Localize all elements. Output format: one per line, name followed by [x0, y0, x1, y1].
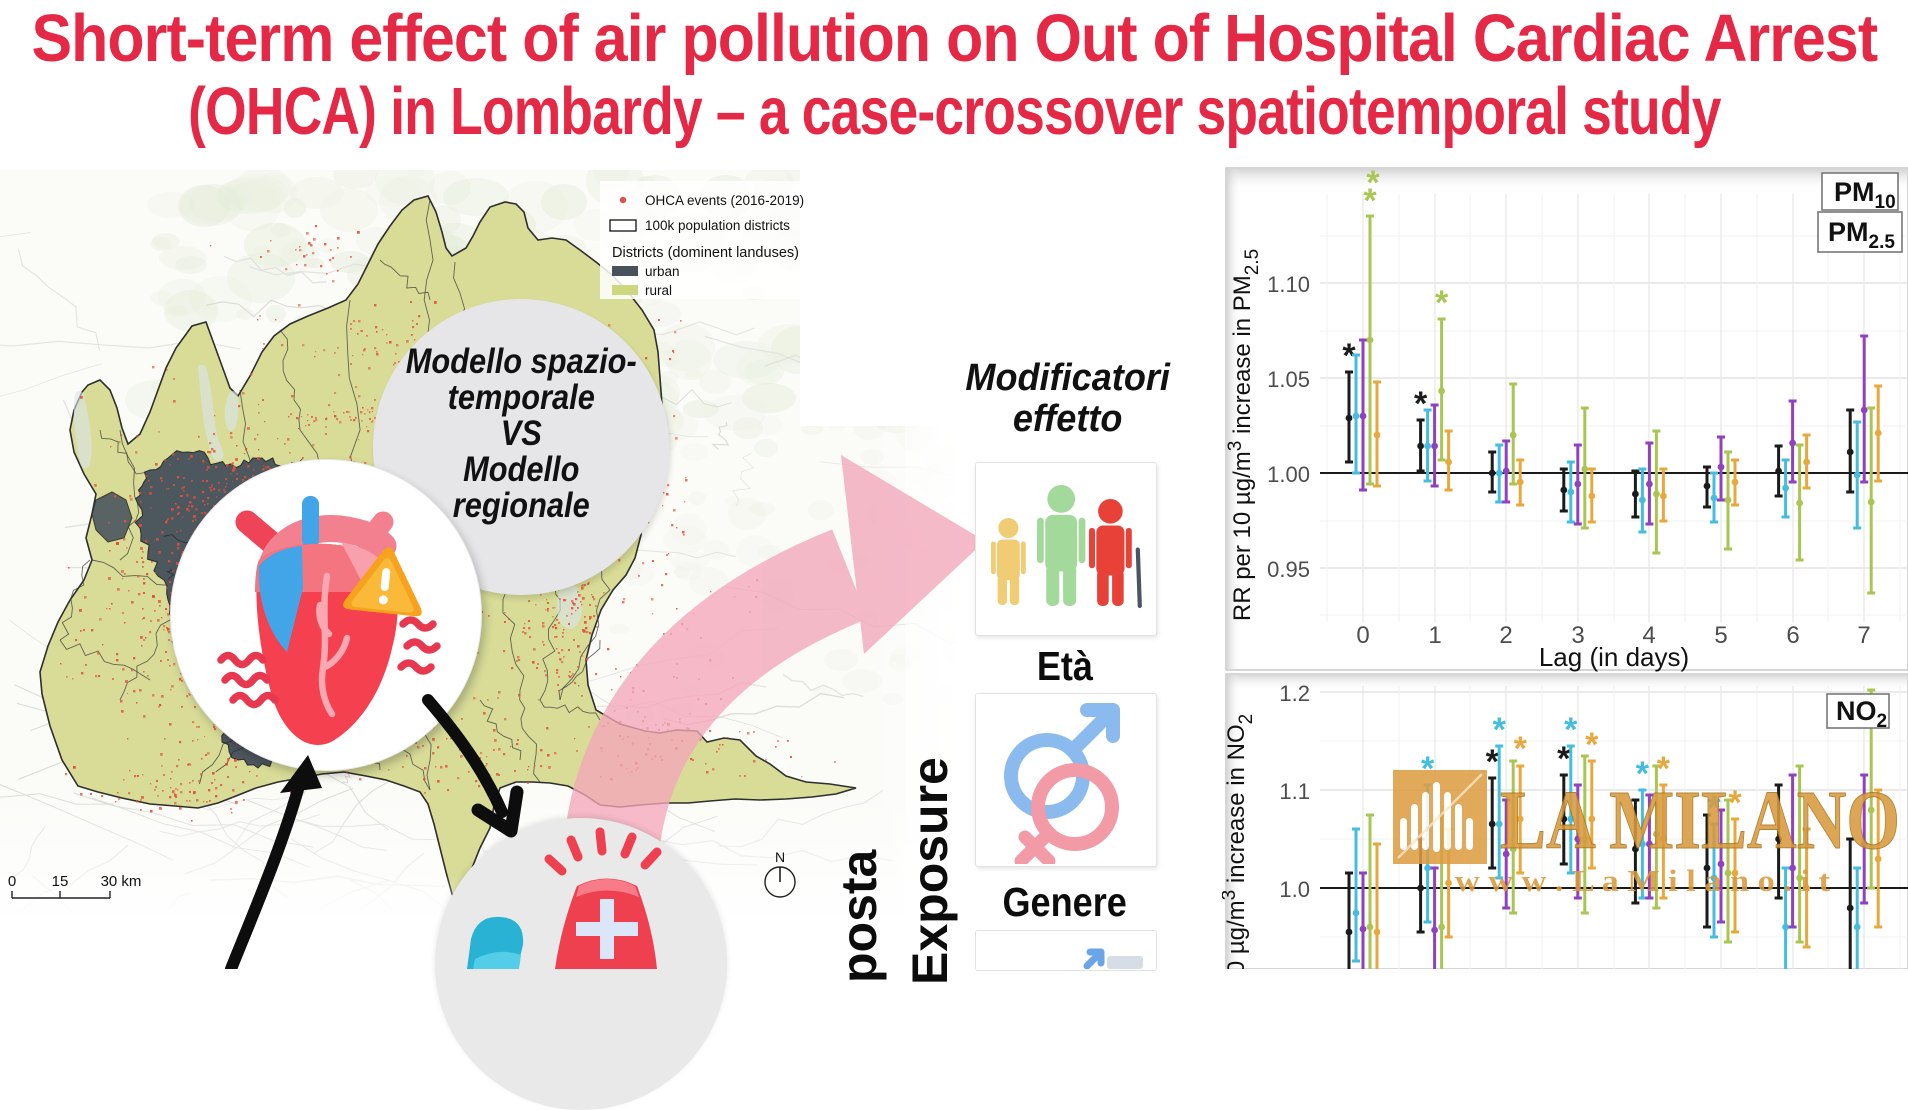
svg-text:1.0: 1.0 — [1279, 877, 1310, 902]
svg-text:2: 2 — [1499, 622, 1512, 649]
svg-text:*: * — [1366, 164, 1380, 202]
svg-text:urban: urban — [645, 264, 680, 279]
svg-text:N: N — [775, 849, 785, 865]
svg-text:LA MILANO: LA MILANO — [1500, 774, 1900, 867]
svg-text:1.05: 1.05 — [1267, 367, 1310, 392]
svg-text:4: 4 — [1642, 622, 1655, 649]
svg-text:1.1: 1.1 — [1279, 779, 1310, 804]
svg-text:*: * — [1636, 755, 1650, 793]
svg-text:*: * — [1557, 740, 1571, 778]
svg-text:100k population districts: 100k population districts — [645, 218, 790, 233]
svg-text:1.00: 1.00 — [1267, 462, 1310, 487]
svg-text:*: * — [1728, 784, 1742, 822]
svg-text:*: * — [1486, 743, 1500, 781]
svg-text:0.95: 0.95 — [1267, 557, 1310, 582]
svg-text:5: 5 — [1714, 622, 1727, 649]
svg-text:OHCA events (2016-2019): OHCA events (2016-2019) — [645, 193, 804, 208]
svg-text:Districts (dominent landuses): Districts (dominent landuses) — [612, 245, 799, 261]
svg-text:0: 0 — [1356, 622, 1369, 649]
svg-text:30 km: 30 km — [101, 873, 142, 890]
svg-text:3: 3 — [1571, 622, 1584, 649]
svg-text:6: 6 — [1786, 622, 1799, 649]
svg-text:*: * — [1363, 182, 1377, 220]
svg-text:*: * — [1493, 711, 1507, 749]
svg-text:15: 15 — [52, 873, 69, 890]
svg-text:1.2: 1.2 — [1279, 681, 1310, 706]
svg-text:*: * — [1435, 284, 1449, 322]
svg-text:1: 1 — [1428, 622, 1441, 649]
svg-text:*: * — [1342, 337, 1356, 375]
svg-text:1.10: 1.10 — [1267, 272, 1310, 297]
svg-text:Lag (in days): Lag (in days) — [1539, 642, 1689, 672]
svg-text:w w w . L a M i l a n o . i t: w w w . L a M i l a n o . i t — [1455, 863, 1831, 898]
svg-text:0: 0 — [8, 873, 16, 890]
svg-text:*: * — [1514, 730, 1528, 768]
svg-text:7: 7 — [1857, 622, 1870, 649]
svg-text:*: * — [1657, 750, 1671, 788]
svg-text:*: * — [1585, 726, 1599, 764]
svg-text:rural: rural — [645, 283, 672, 298]
svg-text:*: * — [1564, 711, 1578, 749]
svg-text:*: * — [1707, 789, 1721, 827]
svg-text:*: * — [1414, 385, 1428, 423]
